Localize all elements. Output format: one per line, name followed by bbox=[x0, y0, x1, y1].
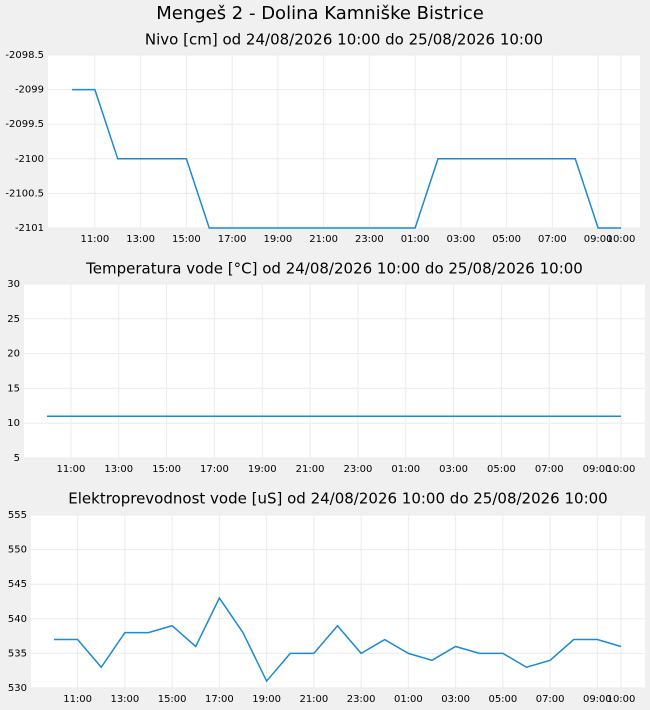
x-tick-label: 17:00 bbox=[218, 234, 247, 245]
y-tick-label: 535 bbox=[8, 648, 27, 659]
x-tick-label: 10:00 bbox=[607, 464, 636, 475]
x-tick-label: 17:00 bbox=[205, 694, 234, 705]
x-tick-label: 05:00 bbox=[487, 464, 516, 475]
x-tick-label: 05:00 bbox=[488, 694, 517, 705]
x-tick-label: 19:00 bbox=[263, 234, 292, 245]
y-tick-label: 10 bbox=[7, 418, 20, 429]
chart-title: Elektroprevodnost vode [uS] od 24/08/202… bbox=[68, 490, 607, 508]
y-tick-label: 25 bbox=[7, 314, 20, 325]
plot-area bbox=[24, 284, 645, 458]
chart-title: Nivo [cm] od 24/08/2026 10:00 do 25/08/2… bbox=[145, 31, 543, 49]
x-tick-label: 01:00 bbox=[401, 234, 430, 245]
x-tick-label: 13:00 bbox=[104, 464, 133, 475]
x-tick-label: 07:00 bbox=[535, 464, 564, 475]
y-tick-label: -2099.5 bbox=[5, 119, 44, 130]
x-tick-label: 07:00 bbox=[536, 694, 565, 705]
x-tick-label: 21:00 bbox=[296, 464, 325, 475]
y-tick-label: 530 bbox=[8, 683, 27, 694]
data-line bbox=[72, 88, 621, 229]
x-tick-label: 09:00 bbox=[583, 694, 612, 705]
y-tick-label: 555 bbox=[8, 510, 27, 521]
x-tick-label: 23:00 bbox=[355, 234, 384, 245]
x-tick-label: 13:00 bbox=[110, 694, 139, 705]
x-tick-label: 21:00 bbox=[299, 694, 328, 705]
y-tick-label: 20 bbox=[7, 349, 20, 360]
y-tick-label: 15 bbox=[7, 383, 20, 394]
y-tick-label: -2101 bbox=[15, 223, 44, 234]
y-tick-label: 540 bbox=[8, 614, 27, 625]
x-tick-label: 23:00 bbox=[344, 464, 373, 475]
y-tick-label: 545 bbox=[8, 579, 27, 590]
y-tick-label: 5 bbox=[14, 453, 20, 464]
y-tick-label: -2100.5 bbox=[5, 188, 44, 199]
y-tick-label: -2099 bbox=[15, 85, 44, 96]
x-tick-label: 15:00 bbox=[172, 234, 201, 245]
x-tick-label: 17:00 bbox=[200, 464, 229, 475]
x-tick-label: 07:00 bbox=[538, 234, 567, 245]
x-tick-label: 05:00 bbox=[492, 234, 521, 245]
x-tick-label: 01:00 bbox=[391, 464, 420, 475]
x-tick-label: 19:00 bbox=[248, 464, 277, 475]
y-tick-label: -2098.5 bbox=[5, 50, 44, 61]
x-tick-label: 11:00 bbox=[80, 234, 109, 245]
x-tick-label: 09:00 bbox=[583, 464, 612, 475]
x-tick-label: 03:00 bbox=[446, 234, 475, 245]
x-tick-label: 03:00 bbox=[441, 694, 470, 705]
data-line bbox=[54, 596, 622, 683]
main-title: Mengeš 2 - Dolina Kamniške Bistrice bbox=[156, 3, 484, 24]
plot-area bbox=[31, 515, 645, 688]
x-tick-label: 11:00 bbox=[63, 694, 92, 705]
x-tick-label: 15:00 bbox=[152, 464, 181, 475]
x-tick-label: 19:00 bbox=[252, 694, 281, 705]
x-tick-label: 23:00 bbox=[347, 694, 376, 705]
x-tick-label: 10:00 bbox=[607, 234, 636, 245]
x-tick-label: 03:00 bbox=[439, 464, 468, 475]
x-tick-label: 11:00 bbox=[57, 464, 86, 475]
y-tick-label: 30 bbox=[7, 279, 20, 290]
x-tick-label: 15:00 bbox=[158, 694, 187, 705]
y-tick-label: -2100 bbox=[15, 154, 44, 165]
y-tick-label: 550 bbox=[8, 545, 27, 556]
plot-area bbox=[48, 55, 640, 228]
x-tick-label: 21:00 bbox=[309, 234, 338, 245]
x-tick-label: 10:00 bbox=[607, 694, 636, 705]
x-tick-label: 13:00 bbox=[126, 234, 155, 245]
x-tick-label: 01:00 bbox=[394, 694, 423, 705]
x-tick-label: 09:00 bbox=[584, 234, 613, 245]
chart-title: Temperatura vode [°C] od 24/08/2026 10:0… bbox=[85, 260, 583, 278]
